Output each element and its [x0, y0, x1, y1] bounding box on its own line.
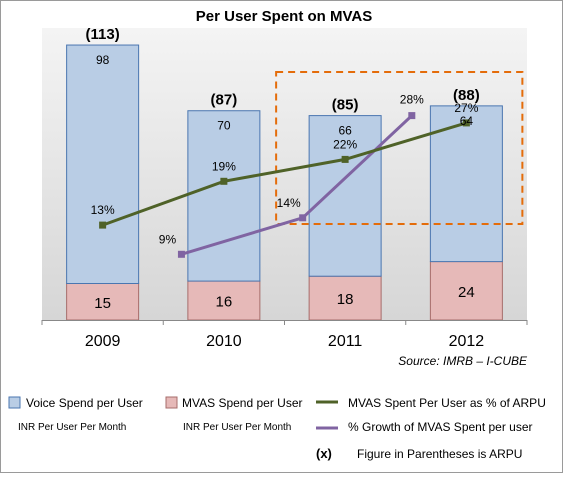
legend-mvas-swatch: [165, 396, 178, 409]
total-label-2011: (85): [332, 97, 359, 114]
bar-voice-label-2012: 64: [460, 114, 474, 128]
legend-share-label: MVAS Spent Per User as % of ARPU: [348, 396, 546, 410]
bar-voice-2012: [429, 105, 503, 263]
x-tick-label-2009: 2009: [85, 333, 121, 350]
bar-mvas-label-2010: 16: [216, 294, 233, 311]
legend-growth-label: % Growth of MVAS Spent per user: [348, 420, 533, 434]
legend-note-text: Figure in Parentheses is ARPU: [357, 447, 522, 461]
bar-mvas-label-2009: 15: [94, 295, 111, 312]
legend-voice-unit: INR Per User Per Month: [18, 422, 126, 433]
growth-marker-1: [299, 214, 307, 222]
bar-voice-2009: [66, 44, 140, 284]
bar-voice-label-2011: 66: [338, 124, 352, 138]
bar-voice-2011: [308, 115, 382, 277]
total-label-2012: (88): [453, 87, 480, 104]
legend-mvas-unit: INR Per User Per Month: [183, 422, 291, 433]
bar-voice-label-2010: 70: [217, 119, 231, 133]
share-marker-2010: [220, 177, 228, 185]
bar-mvas-2011: [308, 275, 382, 321]
share-marker-2011: [341, 155, 349, 163]
growth-label-1: 14%: [277, 196, 301, 210]
source-note: Source: IMRB – I-CUBE: [398, 354, 528, 368]
growth-label-2: 28%: [400, 93, 424, 107]
bar-mvas-2009: [66, 283, 140, 321]
share-marker-2009: [99, 221, 107, 229]
growth-label-0: 9%: [159, 232, 177, 246]
growth-marker-2: [408, 112, 416, 120]
share-label-2010: 19%: [212, 159, 236, 173]
growth-marker-0: [177, 250, 185, 258]
line-share-series: [102, 121, 467, 227]
share-marker-2012: [462, 119, 470, 127]
share-label-2011: 22%: [333, 137, 357, 151]
legend-voice-swatch: [8, 396, 21, 409]
bar-mvas-label-2011: 18: [337, 291, 354, 308]
share-label-2012: 27%: [454, 101, 478, 115]
bar-mvas-label-2012: 24: [458, 284, 475, 301]
x-tick-label-2011: 2011: [328, 333, 363, 350]
x-tick-label-2012: 2012: [449, 333, 485, 350]
highlight-box: [275, 71, 524, 225]
chart-title: Per User Spent on MVAS: [196, 8, 372, 25]
bar-voice-label-2009: 98: [96, 53, 110, 67]
x-tick-label-2010: 2010: [206, 333, 242, 350]
legend-note-symbol: (x): [316, 446, 332, 461]
total-label-2010: (87): [211, 92, 238, 109]
legend-mvas-label: MVAS Spend per User: [182, 396, 303, 410]
legend-voice-label: Voice Spend per User: [26, 396, 143, 410]
total-label-2009: (113): [86, 26, 120, 43]
bar-voice-2010: [187, 110, 261, 282]
share-label-2009: 13%: [91, 203, 115, 217]
